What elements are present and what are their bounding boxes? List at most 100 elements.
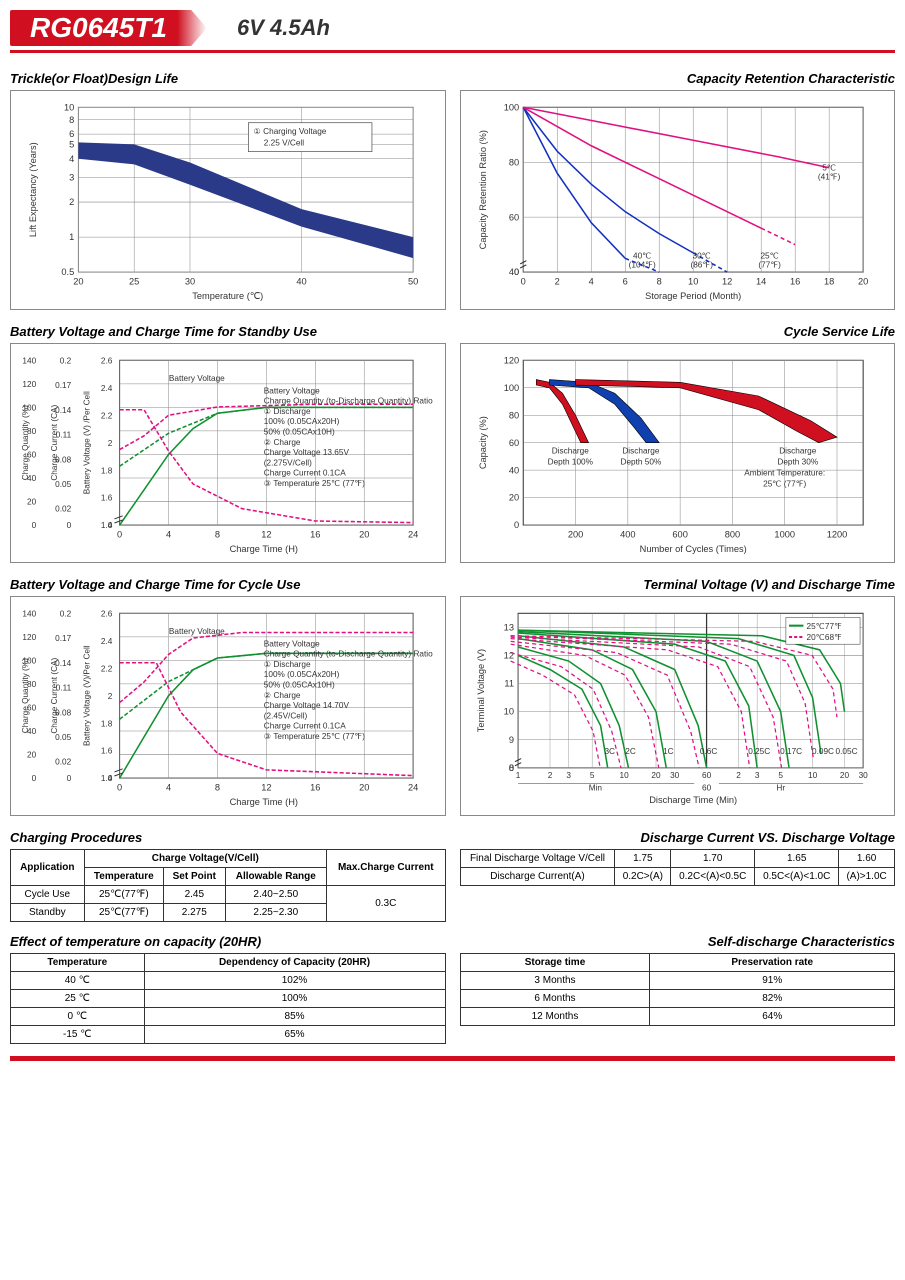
svg-text:0: 0 — [67, 521, 72, 530]
svg-text:20: 20 — [359, 529, 369, 539]
svg-text:2.4: 2.4 — [101, 384, 113, 393]
svg-text:Charge Current (CA): Charge Current (CA) — [50, 404, 59, 480]
svg-text:0.02: 0.02 — [55, 758, 71, 767]
self-discharge-table: Storage timePreservation rate3 Months91%… — [460, 953, 896, 1026]
svg-text:Battery Voltage: Battery Voltage — [264, 386, 320, 395]
svg-text:50% (0.05CAx10H): 50% (0.05CAx10H) — [264, 427, 335, 436]
svg-text:② Charge: ② Charge — [264, 691, 301, 700]
svg-text:0: 0 — [32, 521, 37, 530]
svg-text:8: 8 — [656, 276, 661, 286]
svg-text:12: 12 — [261, 782, 271, 792]
temp-cap-table: TemperatureDependency of Capacity (20HR)… — [10, 953, 446, 1044]
svg-text:0.2: 0.2 — [60, 356, 72, 365]
svg-text:25℃ (77℉): 25℃ (77℉) — [763, 480, 806, 489]
svg-text:4: 4 — [166, 782, 171, 792]
svg-text:1.6: 1.6 — [101, 747, 113, 756]
svg-text:40: 40 — [296, 276, 306, 286]
svg-text:2.2: 2.2 — [101, 411, 113, 420]
svg-text:20: 20 — [508, 493, 518, 503]
discharge-vs-table: Final Discharge Voltage V/Cell1.751.701.… — [460, 849, 896, 886]
trickle-chart: 0.51234568102025304050Temperature (℃)Lif… — [10, 90, 446, 310]
svg-text:13: 13 — [503, 622, 513, 632]
svg-text:Ambient Temperature:: Ambient Temperature: — [744, 469, 825, 478]
temp-cap-title: Effect of temperature on capacity (20HR) — [10, 934, 446, 949]
svg-text:0: 0 — [513, 520, 518, 530]
svg-text:Discharge Time (Min): Discharge Time (Min) — [649, 795, 737, 805]
svg-text:200: 200 — [567, 529, 582, 539]
svg-text:0: 0 — [67, 774, 72, 783]
svg-text:(41℉): (41℉) — [817, 173, 840, 182]
svg-text:10: 10 — [619, 771, 629, 780]
svg-text:(2.45V/Cell): (2.45V/Cell) — [264, 711, 308, 720]
svg-text:16: 16 — [310, 529, 320, 539]
svg-text:0.05C: 0.05C — [835, 747, 857, 756]
svg-text:2: 2 — [108, 439, 113, 448]
svg-text:① Discharge: ① Discharge — [264, 407, 311, 416]
svg-text:0.17: 0.17 — [55, 381, 71, 390]
svg-text:0.17: 0.17 — [55, 634, 71, 643]
svg-text:0: 0 — [117, 782, 122, 792]
svg-text:20: 20 — [27, 751, 37, 760]
header-underline — [10, 50, 895, 53]
svg-text:Min: Min — [588, 783, 602, 792]
svg-text:③ Temperature 25℃ (77℉): ③ Temperature 25℃ (77℉) — [264, 732, 365, 741]
svg-text:60: 60 — [508, 438, 518, 448]
svg-text:(86℉): (86℉) — [690, 261, 713, 270]
svg-text:0: 0 — [117, 529, 122, 539]
svg-text:Charge Voltage 13.65V: Charge Voltage 13.65V — [264, 448, 350, 457]
svg-text:25℃77℉: 25℃77℉ — [806, 622, 842, 631]
svg-text:2: 2 — [108, 692, 113, 701]
svg-text:800: 800 — [724, 529, 739, 539]
svg-text:0.17C: 0.17C — [780, 747, 802, 756]
svg-text:Charge Quantity (%): Charge Quantity (%) — [21, 405, 30, 480]
svg-text:2.2: 2.2 — [101, 664, 113, 673]
svg-text:2: 2 — [547, 771, 552, 780]
svg-text:Discharge: Discharge — [622, 447, 659, 456]
svg-text:80: 80 — [508, 410, 518, 420]
svg-text:Charge Quantity (%): Charge Quantity (%) — [21, 658, 30, 733]
svg-text:10: 10 — [64, 102, 74, 112]
svg-text:5: 5 — [778, 771, 783, 780]
svg-text:20: 20 — [858, 276, 868, 286]
svg-text:3: 3 — [69, 172, 74, 182]
svg-text:③ Temperature 25℃ (77℉): ③ Temperature 25℃ (77℉) — [264, 479, 365, 488]
svg-text:Battery Voltage (V)/Per Cell: Battery Voltage (V)/Per Cell — [83, 645, 92, 746]
svg-text:Depth 50%: Depth 50% — [620, 458, 661, 467]
svg-text:30: 30 — [670, 771, 680, 780]
cycle-life-title: Cycle Service Life — [460, 324, 896, 339]
svg-text:1200: 1200 — [826, 529, 847, 539]
svg-text:1.6: 1.6 — [101, 494, 113, 503]
svg-text:16: 16 — [310, 782, 320, 792]
svg-text:2.25 V/Cell: 2.25 V/Cell — [264, 138, 304, 147]
svg-text:① Charging Voltage: ① Charging Voltage — [254, 127, 327, 136]
svg-text:9: 9 — [508, 735, 513, 745]
svg-text:50% (0.05CAx10H): 50% (0.05CAx10H) — [264, 680, 335, 689]
svg-text:0.2: 0.2 — [60, 609, 72, 618]
svg-text:30: 30 — [185, 276, 195, 286]
svg-text:Terminal Voltage (V): Terminal Voltage (V) — [476, 649, 486, 732]
svg-text:Capacity Retention Ratio (%): Capacity Retention Ratio (%) — [478, 130, 488, 249]
svg-text:20: 20 — [651, 771, 661, 780]
svg-text:4: 4 — [69, 154, 74, 164]
svg-text:12: 12 — [503, 651, 513, 661]
svg-text:12: 12 — [722, 276, 732, 286]
standby-charge-chart: 0481216202402040608010012014000.020.050.… — [10, 343, 446, 563]
svg-text:Charge Current 0.1CA: Charge Current 0.1CA — [264, 469, 346, 478]
svg-text:100: 100 — [503, 383, 518, 393]
svg-text:Capacity (%): Capacity (%) — [478, 416, 488, 469]
svg-text:30℃: 30℃ — [692, 251, 710, 260]
model-badge: RG0645T1 — [10, 10, 207, 46]
svg-text:3C: 3C — [604, 747, 615, 756]
svg-text:25: 25 — [129, 276, 139, 286]
svg-text:120: 120 — [22, 633, 36, 642]
svg-text:14: 14 — [756, 276, 766, 286]
svg-text:30: 30 — [858, 771, 868, 780]
svg-text:Charge Current 0.1CA: Charge Current 0.1CA — [264, 722, 346, 731]
svg-text:20: 20 — [839, 771, 849, 780]
svg-text:0: 0 — [520, 276, 525, 286]
svg-text:20: 20 — [73, 276, 83, 286]
svg-text:1.4: 1.4 — [101, 774, 113, 783]
svg-text:140: 140 — [22, 356, 36, 365]
svg-text:0.05: 0.05 — [55, 480, 71, 489]
trickle-title: Trickle(or Float)Design Life — [10, 71, 446, 86]
